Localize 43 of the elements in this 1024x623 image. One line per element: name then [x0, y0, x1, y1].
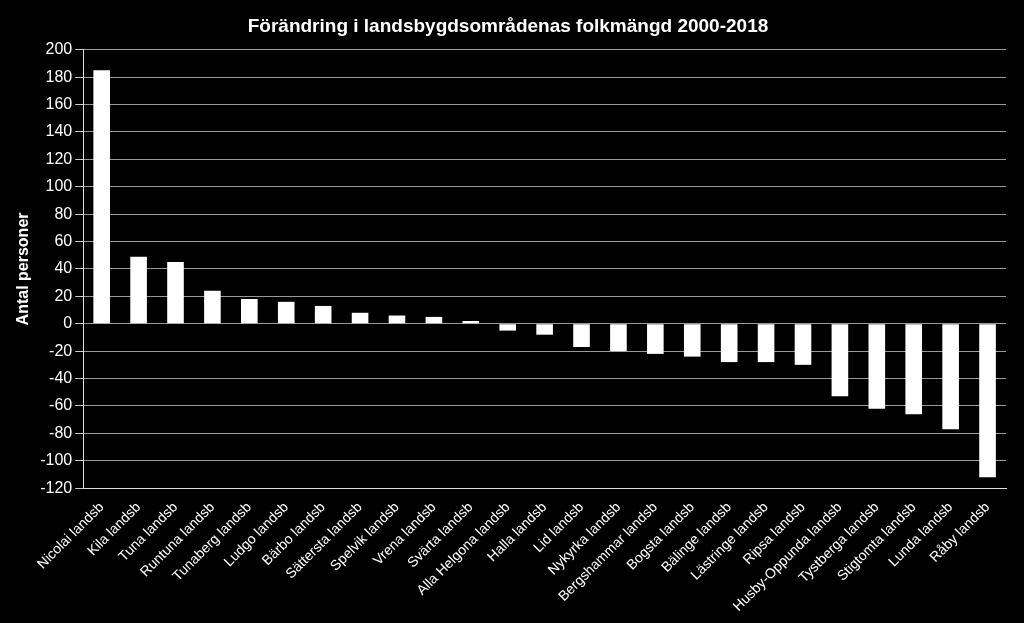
- bar: [314, 305, 332, 324]
- y-tick-label: 20: [54, 286, 73, 304]
- chart-title: Förändring i landsbygdsområdenas folkmängd 2000-2018: [247, 14, 769, 36]
- bar: [683, 324, 701, 357]
- bar: [905, 324, 923, 415]
- bar: [647, 324, 664, 354]
- bar: [573, 324, 590, 348]
- y-tick-label: 180: [45, 67, 73, 85]
- y-tick-label: 160: [45, 94, 73, 112]
- y-tick-label: 120: [45, 149, 73, 167]
- bar: [167, 262, 184, 324]
- bar: [462, 321, 480, 324]
- bar: [204, 290, 221, 324]
- bar: [720, 324, 738, 363]
- y-tick-label: 0: [63, 314, 73, 332]
- y-tick-label: 60: [54, 231, 73, 249]
- bar: [757, 324, 775, 363]
- bar: [277, 301, 295, 324]
- bar: [831, 324, 849, 397]
- y-tick-label: 40: [54, 259, 73, 277]
- bar: [610, 324, 627, 352]
- bar: [425, 316, 443, 324]
- y-tick-label: 100: [45, 177, 73, 195]
- bar: [942, 324, 959, 430]
- y-tick-label: -60: [49, 396, 73, 414]
- bar: [794, 324, 812, 365]
- y-tick-label: 200: [45, 40, 73, 58]
- y-tick-label: -40: [49, 368, 73, 386]
- y-tick-label: -80: [49, 423, 73, 441]
- bar: [868, 324, 886, 409]
- bar: [241, 299, 258, 324]
- y-axis-title: Antal personer: [14, 212, 32, 326]
- bar: [130, 256, 147, 324]
- y-tick-label: -120: [40, 478, 73, 496]
- y-tick-label: 80: [54, 204, 73, 222]
- bar: [979, 324, 996, 478]
- bar: [536, 324, 553, 335]
- y-tick-label: 140: [45, 122, 73, 140]
- bar: [93, 70, 110, 324]
- bar: [499, 324, 517, 331]
- y-tick-label: -20: [49, 341, 73, 359]
- bar: [351, 312, 369, 324]
- y-tick-label: -100: [40, 451, 73, 469]
